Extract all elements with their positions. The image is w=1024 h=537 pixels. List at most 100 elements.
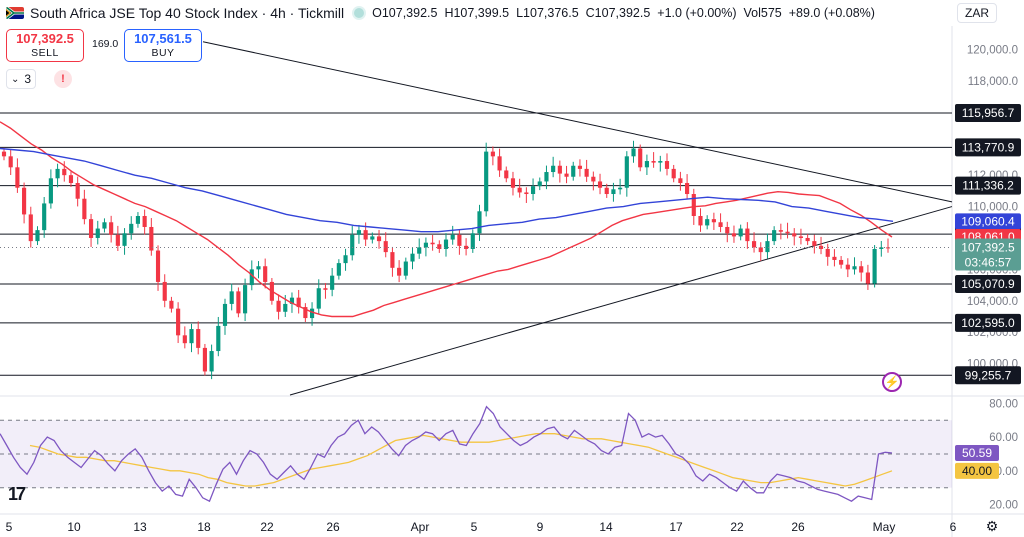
candle-body [504,170,509,179]
candle-body [1,151,7,157]
candle-body [524,192,529,195]
candle-body [263,266,268,282]
candle-body [557,165,562,174]
candle-body [129,223,134,234]
candle-body [309,308,315,319]
candle-body [209,351,214,372]
y-tick-label: 118,000.0 [968,76,1018,88]
candle-body [611,189,616,195]
candle-body [872,248,877,284]
candle-body [376,236,382,242]
chart-title[interactable]: South Africa JSE Top 40 Stock Index · 4h… [30,5,345,21]
descending-trendline [202,41,953,203]
candle-body [423,242,428,248]
candle-body [718,222,723,227]
x-tick-label: 14 [599,520,613,534]
y-tick-label: 104,000.0 [967,296,1018,308]
candle-body [135,215,141,224]
candle-body [62,168,67,176]
candle-body [571,165,576,177]
candle-body [202,347,207,372]
candle-body [497,156,502,171]
ohlc-low: L107,376.5 [516,6,579,20]
ohlc-change: +1.0 (+0.00%) [657,6,737,20]
buy-price: 107,561.5 [134,31,192,46]
candle-body [68,175,74,184]
x-tick-label: 5 [6,520,13,534]
candle-body [149,226,154,251]
x-tick-label: 17 [669,520,683,534]
sell-button[interactable]: 107,392.5 SELL [6,29,84,62]
candle-body [671,168,676,179]
candle-body [490,151,495,157]
candle-body [731,233,737,237]
gear-icon[interactable]: ⚙ [985,517,999,534]
candle-body [624,156,629,188]
x-tick-label: May [873,520,896,534]
candle-body [169,300,174,309]
candle-body [470,233,475,249]
candle-body [437,244,442,249]
candle-body [343,255,348,264]
x-tick-label: Apr [411,520,430,534]
candle-body [865,272,870,284]
candle-body [350,234,355,256]
level-label: 99,255.7 [965,368,1012,382]
candle-body [28,214,33,242]
alert-icon[interactable]: ! [54,70,72,88]
candle-body [417,247,422,254]
candle-body [88,219,94,238]
rsi-y-tick-label: 60.00 [989,432,1018,444]
candle-body [356,230,362,235]
indicators-toggle-button[interactable]: ⌄ 3 [6,69,36,89]
candle-body [517,187,522,193]
candle-body [818,245,824,249]
x-tick-label: 26 [326,520,340,534]
buy-label: BUY [151,47,175,59]
x-tick-label: 9 [537,520,544,534]
ohlc-open: O107,392.5 [372,6,438,20]
rsi-y-tick-label: 20.00 [989,500,1018,512]
level-label: 102,595.0 [961,316,1015,330]
candle-body [805,237,810,242]
lightning-bolt-icon[interactable]: ⚡ [882,372,902,392]
candle-body [618,187,623,190]
level-label-box [955,104,1021,123]
candle-body [812,241,817,246]
currency-label: ZAR [965,6,989,20]
x-tick-label: 13 [133,520,147,534]
rsi-value-label: 40.00 [962,464,992,478]
candle-body [638,148,643,168]
candle-body [55,168,60,179]
level-label-box [955,176,1021,195]
spread-value: 169.0 [92,38,119,50]
candle-body [792,233,797,237]
candle-body [725,226,730,234]
candle-body [403,261,408,276]
candle-body [537,181,542,187]
volume-change: +89.0 (+0.08%) [788,6,875,20]
candle-body [785,231,790,234]
tradingview-logo: 17 [8,484,26,504]
candle-body [631,148,636,157]
candle-body [852,266,857,270]
buy-button[interactable]: 107,561.5 BUY [124,29,202,62]
candle-body [256,266,261,270]
south-africa-flag-icon [6,7,24,19]
candle-body [249,269,254,286]
candle-body [845,264,850,270]
level-label: 111,336.2 [962,179,1014,193]
candle-body [155,250,161,282]
ma-blue-price-label-box [955,213,1021,230]
candle-body [115,234,120,246]
moving-average-blue-line [0,147,894,233]
candle-body [176,308,181,336]
currency-selector[interactable]: ZAR [957,3,997,23]
candle-body [564,173,569,177]
candle-body [189,329,194,344]
chevron-down-icon: ⌄ [10,73,20,85]
rsi-value-label: 50.59 [962,446,992,460]
rsi-value-box [955,444,999,461]
level-label-box [955,366,1021,385]
